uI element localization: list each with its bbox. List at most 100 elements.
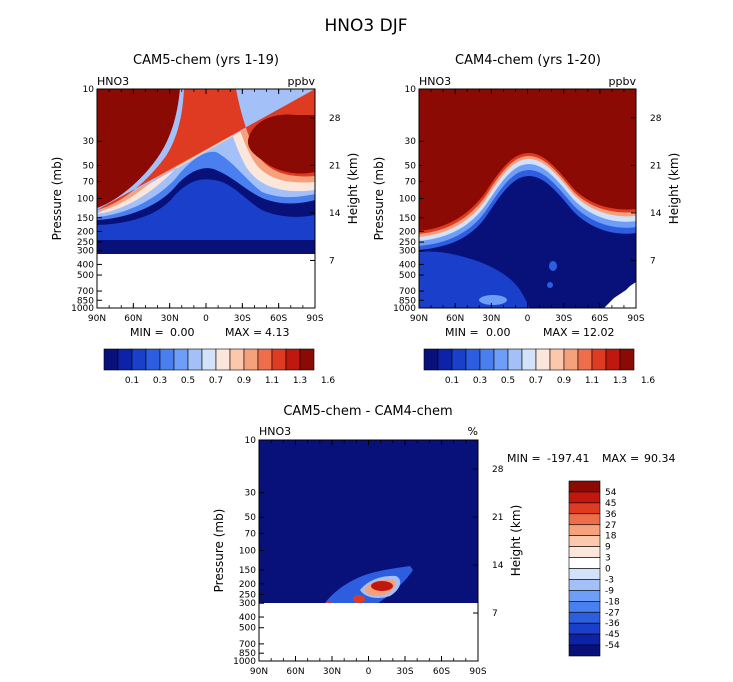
- contour-band: [97, 89, 180, 208]
- contour-band: [549, 261, 557, 271]
- contour-field: [259, 440, 478, 661]
- y-tick-label: 100: [399, 195, 416, 205]
- colorbar-label: 45: [605, 499, 616, 509]
- colorbar-label: 9: [605, 543, 611, 553]
- panel-diff: CAM5-chem - CAM4-chem HNO3 % MIN = -197.…: [259, 404, 676, 661]
- y-tick-label: 700: [399, 287, 416, 297]
- colorbar-label: 0.7: [529, 376, 543, 386]
- colorbar-swatch: [568, 579, 601, 591]
- colorbar-label: 0.9: [237, 376, 252, 386]
- colorbar-swatch: [568, 491, 601, 504]
- y-tick-label: 10: [405, 85, 417, 95]
- x-tick-label: 60N: [446, 314, 464, 324]
- colorbar-label: 1.3: [293, 376, 307, 386]
- colorbar-swatch: [521, 348, 537, 371]
- colorbar-swatch: [619, 348, 635, 371]
- colorbar-swatch: [568, 590, 601, 602]
- height-tick-label: 7: [492, 609, 498, 619]
- y-tick-label: 70: [405, 178, 417, 188]
- colorbar-label: -18: [605, 597, 620, 607]
- x-tick-label: 90S: [306, 314, 323, 324]
- colorbar-swatch: [507, 348, 523, 371]
- colorbar-label: -9: [605, 586, 614, 596]
- stat-max-value: 12.02: [583, 326, 615, 339]
- y-tick-label: 10: [83, 85, 95, 95]
- below-surface-mask: [604, 282, 636, 308]
- height-tick-label: 28: [650, 114, 662, 124]
- contour-field: [419, 89, 636, 308]
- y-tick-label: 700: [77, 287, 94, 297]
- x-tick-label: 60N: [124, 314, 142, 324]
- x-tick-label: 0: [525, 314, 531, 324]
- colorbar-swatch: [271, 348, 287, 371]
- y-tick-label: 300: [77, 247, 94, 257]
- panel-title: CAM4-chem (yrs 1-20): [455, 53, 601, 68]
- panel-cam5: CAM5-chem (yrs 1-19) HNO3 ppbv: [97, 53, 315, 308]
- y-tick-label: 500: [399, 271, 416, 281]
- y-tick-label: 400: [239, 613, 256, 623]
- colorbar-swatch: [568, 502, 601, 515]
- colorbar-swatch: [591, 348, 607, 371]
- units-label: ppbv: [288, 75, 316, 88]
- x-tick-label: 90N: [410, 314, 428, 324]
- stat-min-value: 0.00: [486, 326, 511, 339]
- height-tick-label: 7: [329, 256, 335, 266]
- panel-title: CAM5-chem (yrs 1-19): [133, 53, 279, 68]
- y-tick-label: 1000: [233, 657, 256, 667]
- colorbar-swatch: [568, 568, 601, 580]
- y-tick-label: 500: [239, 624, 256, 634]
- y-tick-label: 100: [77, 195, 94, 205]
- contour-band: [547, 282, 553, 288]
- colorbar-swatch: [535, 348, 551, 371]
- variable-label: HNO3: [259, 425, 291, 438]
- units-label: ppbv: [609, 75, 637, 88]
- y-tick-label: 200: [239, 580, 256, 590]
- colorbar-label: 0.7: [209, 376, 223, 386]
- y-tick-label: 70: [83, 178, 95, 188]
- colorbar-label: 0.3: [473, 376, 487, 386]
- y-tick-label: 150: [77, 214, 94, 224]
- x-tick-label: 30N: [482, 314, 500, 324]
- stat-max-label: MAX =: [225, 326, 262, 339]
- y-tick-label: 150: [399, 214, 416, 224]
- contour-band: [247, 114, 315, 174]
- colorbar-swatch: [257, 348, 273, 371]
- colorbar-swatch: [215, 348, 231, 371]
- colorbar-swatch: [159, 348, 175, 371]
- height-tick-label: 21: [650, 161, 661, 171]
- generated-chart-marks: 90N 60N 30N 0 30S 60S 90S103050701001502002503…: [50, 85, 681, 677]
- colorbar-label: -27: [605, 608, 620, 618]
- colorbar-swatch: [568, 480, 601, 493]
- y-tick-label: 300: [399, 247, 416, 257]
- height-tick-label: 21: [329, 161, 340, 171]
- y-tick-label: 850: [399, 296, 416, 306]
- colorbar-label: -54: [605, 641, 620, 651]
- x-tick-label: 60S: [591, 314, 608, 324]
- stat-min-label: MIN =: [445, 326, 479, 339]
- colorbar-swatch: [568, 601, 601, 613]
- colorbar-label: 3: [605, 554, 611, 564]
- colorbar-swatch: [568, 535, 601, 547]
- colorbar-swatch: [568, 622, 601, 635]
- x-tick-label: 90S: [627, 314, 644, 324]
- y-tick-label: 50: [405, 162, 417, 172]
- y-tick-label: 30: [83, 137, 95, 147]
- y-tick-label: 850: [239, 649, 256, 659]
- y-axis-label: Pressure (mb): [212, 509, 226, 593]
- colorbar-swatch: [568, 557, 601, 569]
- colorbar-label: 1.1: [585, 376, 599, 386]
- y-tick-label: 50: [83, 162, 95, 172]
- x-tick-label: 60N: [286, 667, 304, 677]
- stat-min-value: -197.41: [547, 452, 589, 465]
- colorbar-label: 36: [605, 510, 617, 520]
- panel-cam4: CAM4-chem (yrs 1-20) HNO3 ppbv: [419, 53, 636, 308]
- panel-title: CAM5-chem - CAM4-chem: [283, 404, 452, 419]
- colorbar-swatch: [201, 348, 217, 371]
- below-surface-mask: [97, 254, 315, 308]
- stat-max-value: 4.13: [265, 326, 290, 339]
- y-axis-label: Pressure (mb): [50, 157, 64, 241]
- y-tick-label: 100: [239, 547, 256, 557]
- stat-min-label: MIN =: [130, 326, 164, 339]
- colorbar-swatch: [577, 348, 593, 371]
- stat-max-value: 90.34: [644, 452, 676, 465]
